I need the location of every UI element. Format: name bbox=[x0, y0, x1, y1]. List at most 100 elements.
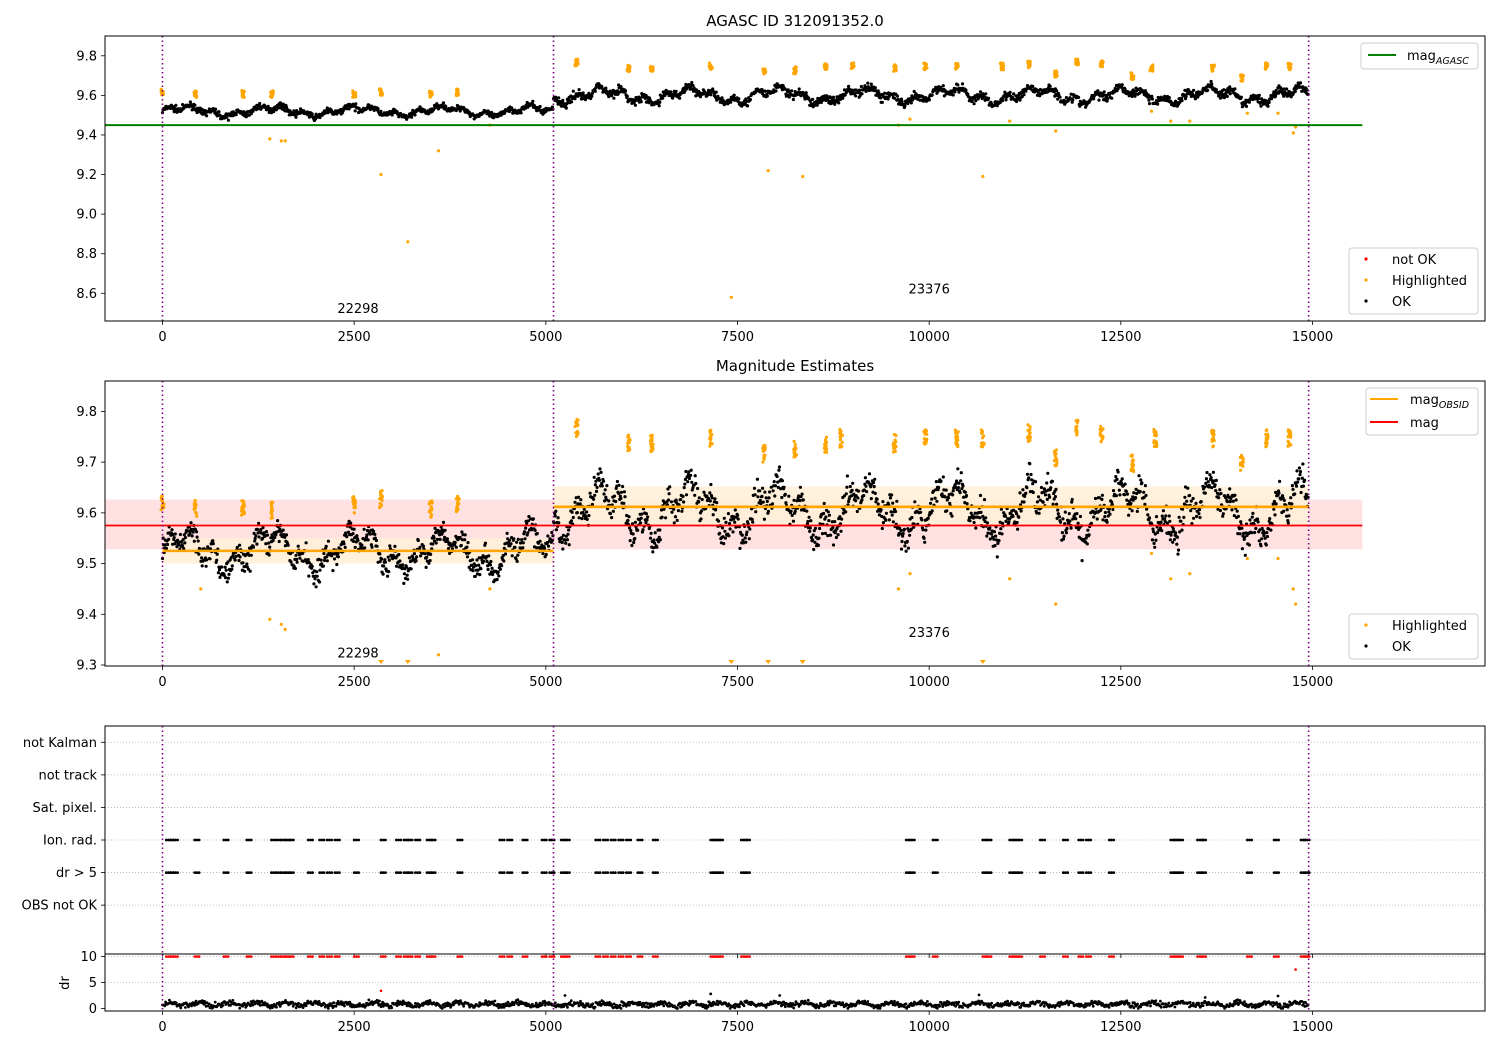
ok-points bbox=[160, 79, 1310, 123]
y-tick-label: Ion. rad. bbox=[43, 834, 97, 849]
legend-box bbox=[1348, 613, 1479, 660]
x-tick-label: 7500 bbox=[721, 675, 754, 690]
flags-panel-axes: OBS not OK dr > 5 Ion. rad. Sat. pixel. not … bbox=[22, 736, 1313, 958]
y-tick-label: 9.2 bbox=[76, 168, 97, 183]
y-tick-label: Sat. pixel. bbox=[33, 801, 97, 816]
y-tick-label: 9.8 bbox=[76, 405, 97, 420]
legend-marker-not-ok bbox=[1364, 257, 1368, 261]
legend-marker-ok bbox=[1364, 299, 1368, 303]
clipped-marker bbox=[979, 660, 986, 664]
y-tick-label: 9.6 bbox=[76, 89, 97, 104]
legend-box bbox=[1348, 247, 1479, 315]
y-tick-label: 9.8 bbox=[76, 49, 97, 64]
flags-panel-overlay bbox=[161, 726, 1310, 954]
legend-box bbox=[1360, 42, 1479, 70]
magnitude-panel-title: Magnitude Estimates bbox=[716, 357, 874, 375]
legend-label-ok: OK bbox=[1392, 640, 1411, 655]
y-tick-label: 0 bbox=[89, 1002, 97, 1017]
legend-label-ok: OK bbox=[1392, 295, 1411, 310]
y-tick-label: 9.0 bbox=[76, 208, 97, 223]
agasc-panel-title: AGASC ID 312091352.0 bbox=[706, 12, 884, 30]
y-tick-label: 9.6 bbox=[76, 506, 97, 521]
y-tick-label: 10 bbox=[80, 950, 97, 965]
legend-label-highlighted: Highlighted bbox=[1392, 274, 1467, 289]
magnitude-panel: Magnitude Estimates 22298 23376 0 2500 5000… bbox=[76, 357, 1486, 690]
x-tick-label: 10000 bbox=[908, 675, 949, 690]
x-tick-label: 0 bbox=[158, 675, 166, 690]
clipped-marker bbox=[765, 660, 772, 664]
y-tick-label: 9.5 bbox=[76, 557, 97, 572]
magnitude-legend-lines: magOBSID mag bbox=[1365, 387, 1479, 436]
dr-panel: 0 2500 5000 7500 10000 12500 15000 0 5 10 dr bbox=[58, 950, 1486, 1035]
x-tick-label: 12500 bbox=[1100, 1020, 1141, 1035]
agasc-panel-marks bbox=[159, 57, 1310, 299]
magnitude-panel-marks bbox=[105, 418, 1363, 657]
y-tick-label: 9.4 bbox=[76, 608, 97, 623]
legend-label-mag-agasc: magAGASC bbox=[1407, 49, 1469, 67]
y-tick-label: not Kalman bbox=[23, 736, 97, 751]
dr-panel-axes: 0 2500 5000 7500 10000 12500 15000 0 5 10 bbox=[80, 950, 1333, 1035]
magnitude-panel-axes: 0 2500 5000 7500 10000 12500 15000 9.3 9.4 9.5 9.6… bbox=[76, 405, 1333, 690]
x-tick-label: 2500 bbox=[338, 330, 371, 345]
y-tick-label: 9.4 bbox=[76, 128, 97, 143]
x-tick-label: 2500 bbox=[338, 1020, 371, 1035]
x-tick-label: 15000 bbox=[1292, 1020, 1333, 1035]
legend-label-mag: mag bbox=[1410, 416, 1439, 431]
obsid-label: 22298 bbox=[337, 646, 378, 661]
agasc-panel-axes: 0 2500 5000 7500 10000 12500 15000 8.6 8.8 9.0 9.2… bbox=[76, 49, 1333, 345]
x-tick-label: 12500 bbox=[1100, 330, 1141, 345]
y-tick-label: 8.6 bbox=[76, 287, 97, 302]
legend-marker-highlighted bbox=[1364, 278, 1368, 282]
magnitude-panel-frame bbox=[104, 380, 1486, 667]
y-tick-label: 8.8 bbox=[76, 247, 97, 262]
magnitude-panel-overlay: 22298 23376 bbox=[105, 381, 1363, 666]
highlighted-points bbox=[159, 418, 1298, 657]
x-tick-label: 10000 bbox=[908, 330, 949, 345]
y-tick-label: 9.7 bbox=[76, 456, 97, 471]
dr-axis-label: dr bbox=[58, 976, 73, 990]
clipped-marker bbox=[378, 660, 384, 664]
dr-points bbox=[161, 992, 1310, 1010]
x-tick-label: 5000 bbox=[529, 330, 562, 345]
clipped-marker bbox=[728, 660, 735, 664]
x-tick-label: 15000 bbox=[1292, 675, 1333, 690]
legend-label-not-ok: not OK bbox=[1392, 253, 1437, 268]
dr-capped-points bbox=[165, 955, 1311, 993]
x-tick-label: 15000 bbox=[1292, 330, 1333, 345]
magnitude-legend-markers: Highlighted OK bbox=[1348, 613, 1479, 660]
dr-panel-marks bbox=[105, 955, 1485, 1010]
x-tick-label: 5000 bbox=[529, 1020, 562, 1035]
y-tick-label: 5 bbox=[89, 976, 97, 991]
obsid-label: 23376 bbox=[908, 282, 949, 297]
agasc-panel-frame bbox=[104, 35, 1486, 322]
legend-label-mag-obsid: magOBSID bbox=[1410, 393, 1469, 411]
agasc-legend-line: magAGASC bbox=[1360, 42, 1479, 70]
clipped-marker bbox=[404, 660, 411, 664]
y-tick-label: dr > 5 bbox=[56, 866, 97, 881]
x-tick-label: 5000 bbox=[529, 675, 562, 690]
flags-panel: OBS not OK dr > 5 Ion. rad. Sat. pixel. not … bbox=[22, 725, 1486, 958]
legend-label-highlighted: Highlighted bbox=[1392, 619, 1467, 634]
x-tick-label: 2500 bbox=[338, 675, 371, 690]
agasc-legend-markers: not OK Highlighted OK bbox=[1348, 247, 1479, 315]
dr-panel-overlay bbox=[161, 954, 1310, 1011]
flags-panel-marks bbox=[105, 741, 1485, 906]
x-tick-label: 0 bbox=[158, 1020, 166, 1035]
x-tick-label: 7500 bbox=[721, 1020, 754, 1035]
legend-marker-highlighted bbox=[1364, 623, 1368, 627]
x-tick-label: 10000 bbox=[908, 1020, 949, 1035]
x-tick-label: 7500 bbox=[721, 330, 754, 345]
y-tick-label: not track bbox=[38, 768, 97, 783]
highlighted-points bbox=[159, 57, 1298, 299]
x-tick-label: 0 bbox=[158, 330, 166, 345]
x-tick-label: 12500 bbox=[1100, 675, 1141, 690]
obsid-label: 23376 bbox=[908, 626, 949, 641]
clipped-marker bbox=[799, 660, 806, 664]
legend-marker-ok bbox=[1364, 644, 1368, 648]
agasc-panel: AGASC ID 312091352.0 22298 23376 0 2500 500… bbox=[76, 12, 1486, 345]
obsid-label: 22298 bbox=[337, 302, 378, 317]
agasc-panel-overlay: 22298 23376 bbox=[105, 36, 1363, 321]
y-tick-label: 9.3 bbox=[76, 658, 97, 673]
y-tick-label: OBS not OK bbox=[22, 899, 98, 914]
